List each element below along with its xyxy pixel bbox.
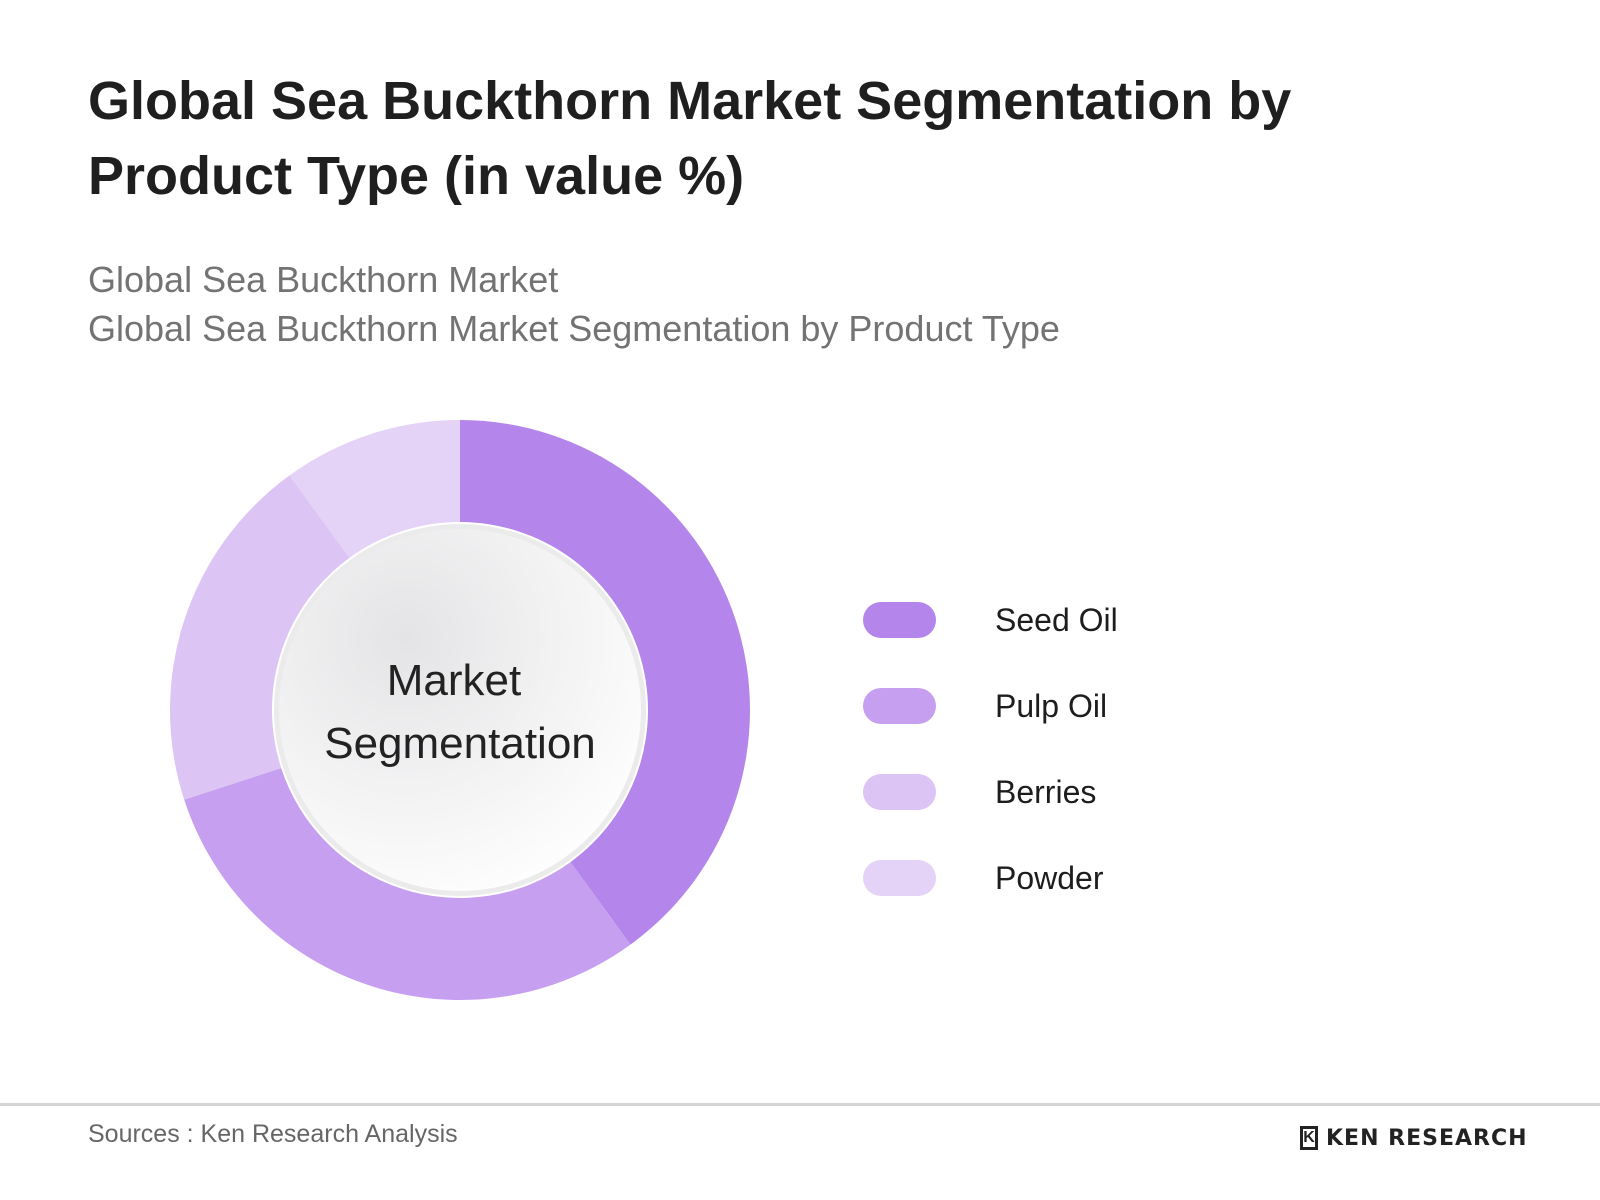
slice-berries <box>170 475 350 800</box>
footer-divider <box>0 1103 1600 1106</box>
slice-seed-oil <box>460 420 751 945</box>
legend-label-seed-oil: Seed Oil <box>995 602 1118 638</box>
chart-subtitle-market: Global Sea Buckthorn Market <box>88 259 559 300</box>
brand-mark-icon: K <box>1300 1126 1318 1150</box>
brand-name: KEN RESEARCH <box>1326 1126 1528 1151</box>
chart-subtitle-segmentation: Global Sea Buckthorn Market Segmentation… <box>88 308 1060 349</box>
legend-swatch-berries <box>863 774 936 810</box>
legend-label-pulp-oil: Pulp Oil <box>995 688 1108 724</box>
slice-pulp-oil <box>184 768 631 1000</box>
center-label-line-2: Segmentation <box>324 719 596 768</box>
center-label-line-1: Market <box>387 656 521 705</box>
legend-swatch-pulp-oil <box>863 688 936 724</box>
legend-item-pulp-oil: Pulp Oil <box>863 686 1263 726</box>
legend-item-powder: Powder <box>863 858 1263 898</box>
legend-swatch-seed-oil <box>863 602 936 638</box>
legend-swatch-powder <box>863 860 936 896</box>
slice-powder <box>289 420 460 558</box>
donut-chart: Market Segmentation <box>170 420 751 1000</box>
donut-center-disc <box>279 529 641 891</box>
legend-label-powder: Powder <box>995 860 1104 896</box>
legend-label-berries: Berries <box>995 774 1097 810</box>
chart-title: Global Sea Buckthorn Market Segmentation… <box>88 71 1292 206</box>
legend-item-seed-oil: Seed Oil <box>863 600 1263 640</box>
sources-note: Sources : Ken Research Analysis <box>88 1120 458 1148</box>
legend-item-berries: Berries <box>863 772 1263 812</box>
